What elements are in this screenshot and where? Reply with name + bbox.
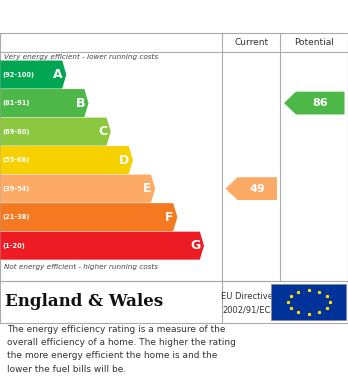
Text: G: G: [190, 239, 200, 252]
Polygon shape: [226, 177, 277, 200]
Bar: [271, 283, 346, 321]
Polygon shape: [0, 231, 204, 260]
Text: England & Wales: England & Wales: [5, 294, 163, 310]
Text: (69-80): (69-80): [2, 129, 30, 135]
Text: D: D: [119, 154, 129, 167]
Text: 86: 86: [313, 98, 328, 108]
Text: A: A: [53, 68, 63, 81]
Text: (39-54): (39-54): [2, 186, 30, 192]
Text: C: C: [98, 125, 107, 138]
Text: Not energy efficient - higher running costs: Not energy efficient - higher running co…: [4, 264, 158, 271]
Text: 49: 49: [250, 184, 265, 194]
Text: (92-100): (92-100): [2, 72, 34, 77]
Polygon shape: [0, 175, 155, 203]
Text: (1-20): (1-20): [2, 243, 25, 249]
Text: 2002/91/EC: 2002/91/EC: [222, 306, 271, 315]
Text: (21-38): (21-38): [2, 214, 30, 220]
Text: The energy efficiency rating is a measure of the
overall efficiency of a home. T: The energy efficiency rating is a measur…: [7, 325, 236, 374]
Text: Very energy efficient - lower running costs: Very energy efficient - lower running co…: [4, 54, 158, 59]
Text: Energy Efficiency Rating: Energy Efficiency Rating: [10, 9, 221, 24]
Polygon shape: [0, 118, 111, 145]
Polygon shape: [284, 91, 345, 115]
Polygon shape: [0, 146, 133, 174]
Text: E: E: [143, 182, 152, 195]
Text: B: B: [76, 97, 85, 109]
Polygon shape: [0, 203, 177, 231]
Polygon shape: [0, 61, 66, 88]
Text: (81-91): (81-91): [2, 100, 30, 106]
Text: Potential: Potential: [294, 38, 334, 47]
Text: Current: Current: [234, 38, 268, 47]
Polygon shape: [0, 89, 88, 117]
Text: F: F: [165, 211, 174, 224]
Text: (55-68): (55-68): [2, 157, 30, 163]
Text: EU Directive: EU Directive: [221, 292, 273, 301]
